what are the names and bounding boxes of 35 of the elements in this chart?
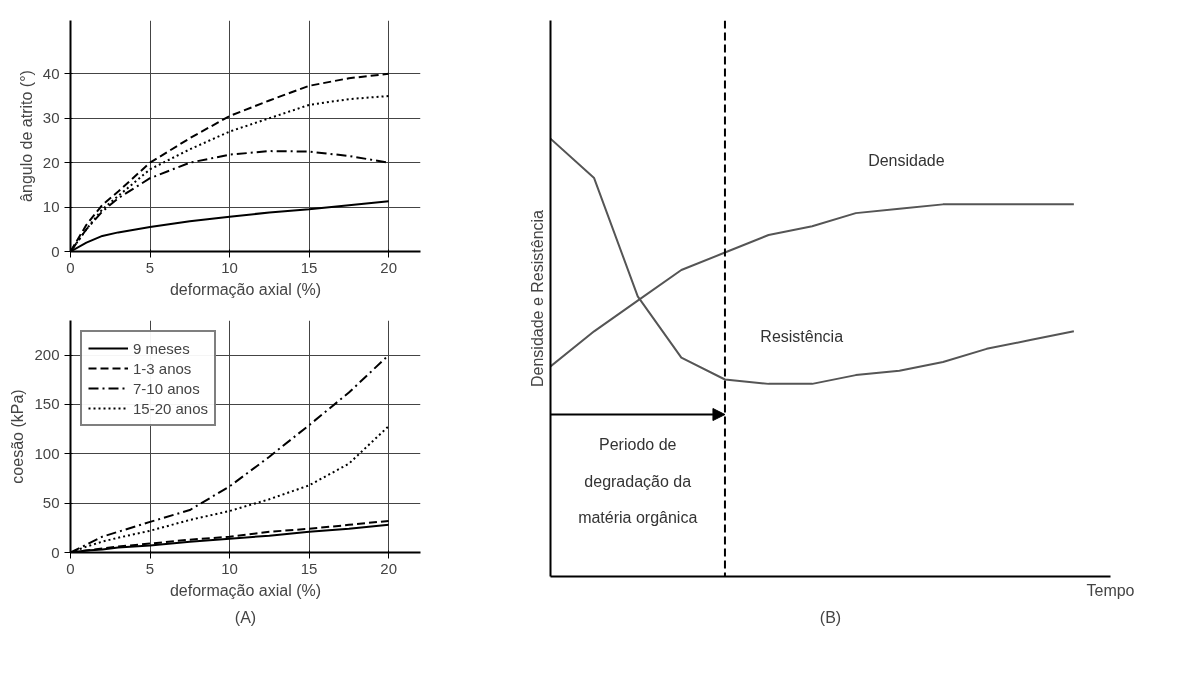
x-tick-label: 20 — [380, 559, 398, 577]
legend-label: 15-20 anos — [133, 399, 209, 417]
legend-label: 1-3 anos — [133, 359, 192, 377]
y-tick-label: 150 — [34, 395, 60, 413]
x-tick-label: 20 — [380, 258, 398, 276]
x-axis-title: Tempo — [1086, 581, 1135, 599]
x-axis-title: deformação axial (%) — [169, 581, 322, 599]
y-tick-label: 100 — [34, 444, 60, 462]
y-tick-label: 10 — [42, 198, 60, 216]
text: Densidade — [868, 152, 945, 170]
x-tick-label: 10 — [221, 559, 238, 577]
x-tick-label: 0 — [66, 559, 75, 577]
x-tick-label: 15 — [300, 559, 318, 577]
y-axis-title: Densidade e Resistência — [528, 209, 546, 387]
text: (A) — [234, 608, 257, 626]
y-tick-label: 20 — [42, 153, 60, 171]
x-tick-label: 5 — [145, 258, 155, 276]
legend-label: 9 meses — [133, 339, 190, 357]
text: Resistência — [760, 327, 844, 345]
legend-label: 7-10 anos — [133, 379, 200, 397]
x-tick-label: 15 — [300, 258, 318, 276]
y-axis-title: coesão (kPa) — [9, 389, 27, 484]
y-tick-label: 0 — [51, 543, 60, 561]
x-tick-label: 5 — [145, 559, 155, 577]
y-tick-label: 50 — [42, 494, 60, 512]
y-tick-label: 40 — [42, 64, 60, 82]
annotation: Periodo de degradação da matéria orgânica — [578, 436, 698, 526]
y-tick-label: 30 — [42, 109, 60, 127]
y-tick-label: 200 — [34, 346, 60, 364]
y-tick-label: 0 — [51, 242, 60, 260]
x-axis-title: deformação axial (%) — [169, 280, 322, 298]
x-tick-label: 0 — [66, 258, 75, 276]
text: (B) — [819, 608, 842, 626]
x-tick-label: 10 — [221, 258, 238, 276]
y-axis-title: ângulo de atrito (°) — [17, 70, 35, 202]
